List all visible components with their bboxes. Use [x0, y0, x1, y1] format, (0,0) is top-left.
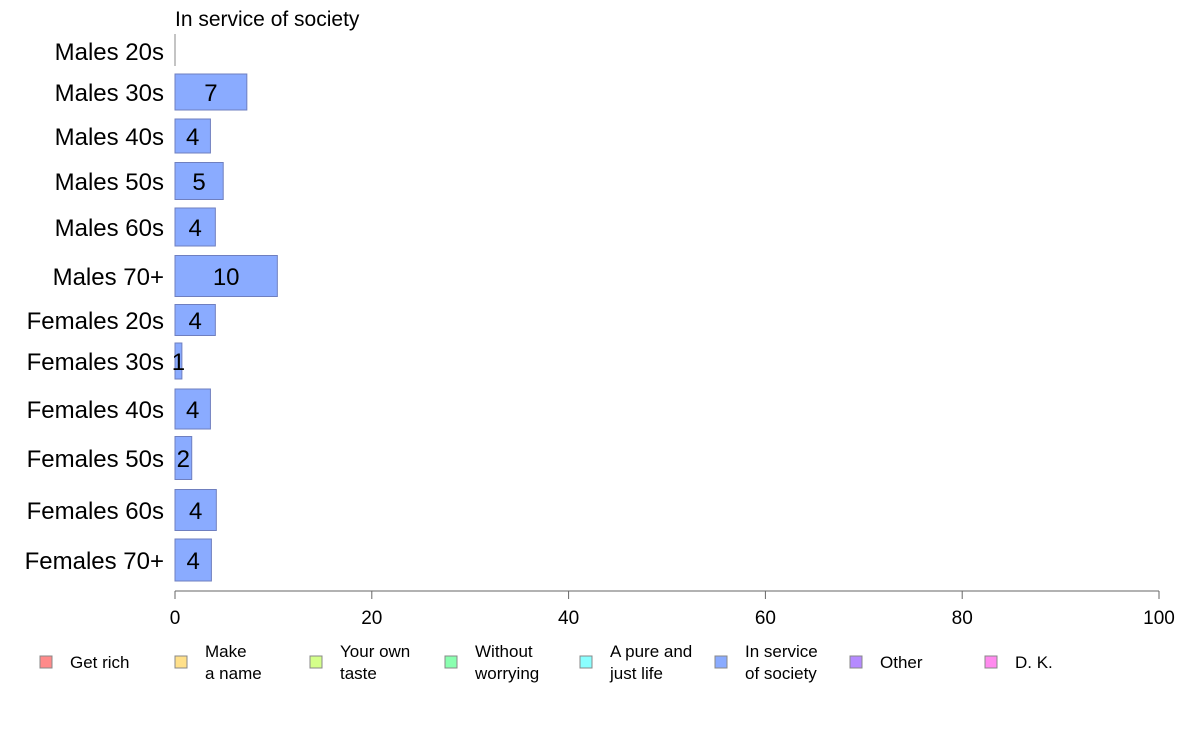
bar-value-label: 4: [188, 308, 201, 335]
bar-value-label: 10: [213, 264, 240, 291]
x-tick-label: 100: [1143, 608, 1175, 629]
bar: [174, 436, 193, 480]
legend-label: Other: [880, 653, 923, 672]
bar-value-label: 2: [177, 446, 190, 473]
bar-value-label: 4: [186, 397, 199, 424]
bar: [174, 489, 217, 531]
bar-value-label: 5: [192, 169, 205, 196]
bar: [174, 118, 211, 154]
legend-label: Make a name: [205, 642, 262, 683]
x-tick-label: 40: [558, 608, 579, 629]
legend-swatch: [309, 655, 323, 669]
legend-swatch: [579, 655, 593, 669]
legend-swatch: [174, 655, 188, 669]
legend-swatch: [714, 655, 728, 669]
x-tick-label: 60: [755, 608, 776, 629]
bar: [174, 304, 216, 336]
category-label: Females 70+: [25, 548, 164, 575]
bars-group: Males 20s Males 30s 7 Males 40s 4 Males 50s 5 M…: [25, 34, 278, 582]
category-label: Females 50s: [27, 446, 164, 473]
x-axis: 0 20 40 60 80 100: [170, 590, 1175, 629]
chart-title: In service of society: [175, 8, 360, 31]
bar: [174, 255, 278, 297]
category-label: Males 60s: [55, 215, 164, 242]
legend-label: D. K.: [1015, 653, 1053, 672]
bar: [174, 73, 248, 111]
bar-value-label: 4: [186, 124, 199, 151]
bar: [174, 207, 216, 247]
category-label: Females 40s: [27, 397, 164, 424]
category-label: Females 60s: [27, 498, 164, 525]
legend-swatch: [984, 655, 998, 669]
category-label: Males 50s: [55, 169, 164, 196]
category-label: Females 20s: [27, 308, 164, 335]
x-tick-label: 80: [952, 608, 973, 629]
legend-swatch: [849, 655, 863, 669]
category-label: Males 30s: [55, 80, 164, 107]
bar: [174, 342, 183, 380]
legend-label: Get rich: [70, 653, 130, 672]
legend-label: A pure and just life: [609, 642, 692, 683]
x-tick-label: 0: [170, 608, 181, 629]
legend-label: In service of society: [745, 642, 818, 683]
bar-value-label: 4: [189, 498, 202, 525]
bar: [174, 388, 211, 430]
x-tick-label: 20: [361, 608, 382, 629]
category-label: Males 20s: [55, 39, 164, 66]
bar-value-label: 4: [187, 548, 200, 575]
legend-label: Your own taste: [340, 642, 410, 683]
bar-value-label: 1: [172, 349, 185, 376]
bar-value-label: 4: [188, 215, 201, 242]
legend-swatch: [39, 655, 53, 669]
legend-swatch: [444, 655, 458, 669]
bar: [174, 162, 224, 200]
legend-label: Without worrying: [474, 642, 539, 683]
bar: [174, 538, 212, 582]
legend: Get rich Make a name Your own taste Without wo…: [39, 642, 1053, 683]
category-label: Females 30s: [27, 349, 164, 376]
category-label: Males 40s: [55, 124, 164, 151]
category-label: Males 70+: [53, 264, 164, 291]
bar-value-label: 7: [204, 80, 217, 107]
